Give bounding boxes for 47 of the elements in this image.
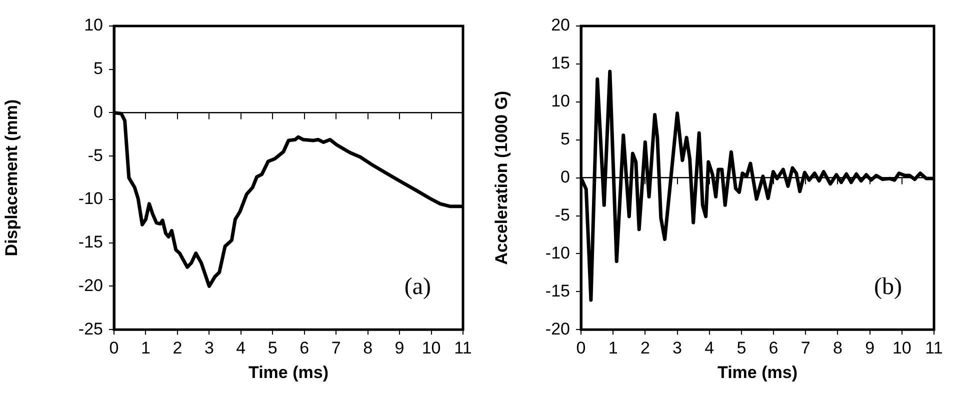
x-tick-label: 8 bbox=[363, 338, 373, 358]
y-tick-label: -25 bbox=[78, 319, 103, 338]
x-tick-label: 10 bbox=[892, 338, 912, 358]
y-tick-label: 15 bbox=[551, 54, 570, 73]
x-tick-label: 2 bbox=[172, 338, 182, 358]
x-tick-label: 5 bbox=[736, 338, 746, 358]
y-tick-label: -15 bbox=[78, 232, 103, 252]
x-tick-label: 0 bbox=[576, 338, 586, 358]
x-tick-label: 0 bbox=[109, 338, 119, 358]
annotation: (b) bbox=[874, 274, 902, 300]
y-tick-label: -10 bbox=[78, 189, 103, 208]
y-tick-label: 5 bbox=[560, 130, 570, 149]
x-tick-label: 1 bbox=[140, 338, 150, 358]
y-tick-label: -5 bbox=[554, 205, 570, 224]
x-tick-label: 7 bbox=[331, 338, 341, 358]
y-tick-label: -5 bbox=[88, 146, 103, 165]
x-tick-label: 1 bbox=[608, 338, 618, 358]
x-tick-label: 6 bbox=[768, 338, 778, 358]
x-tick-label: 9 bbox=[865, 338, 875, 358]
x-axis-title: Time (ms) bbox=[718, 363, 798, 382]
y-tick-label: -20 bbox=[78, 276, 103, 295]
x-tick-label: 11 bbox=[925, 338, 943, 358]
y-tick-label: 20 bbox=[551, 16, 570, 35]
y-tick-label: 10 bbox=[84, 16, 103, 35]
x-tick-label: 9 bbox=[394, 338, 404, 358]
x-tick-label: 11 bbox=[454, 338, 472, 358]
y-tick-label: 10 bbox=[551, 92, 570, 111]
x-tick-label: 3 bbox=[204, 338, 214, 358]
y-axis-title: Acceleration (1000 G) bbox=[492, 90, 511, 265]
x-tick-label: 4 bbox=[704, 338, 714, 358]
y-tick-label: -10 bbox=[545, 243, 570, 262]
x-axis-title: Time (ms) bbox=[248, 363, 328, 382]
x-tick-label: 5 bbox=[268, 338, 278, 358]
x-tick-label: 3 bbox=[672, 338, 682, 358]
x-tick-label: 10 bbox=[422, 338, 441, 358]
x-tick-label: 2 bbox=[640, 338, 650, 358]
y-tick-label: 0 bbox=[560, 167, 570, 186]
y-tick-label: -20 bbox=[545, 319, 570, 338]
y-tick-label: 5 bbox=[94, 59, 103, 78]
y-tick-label: 0 bbox=[94, 102, 103, 122]
annotation: (a) bbox=[404, 274, 431, 300]
x-tick-label: 4 bbox=[236, 338, 246, 358]
x-tick-label: 7 bbox=[800, 338, 810, 358]
y-tick-label: -15 bbox=[545, 281, 570, 300]
x-tick-label: 8 bbox=[832, 338, 842, 358]
x-tick-label: 6 bbox=[300, 338, 310, 358]
y-axis-title: Displacement (mm) bbox=[2, 99, 21, 256]
